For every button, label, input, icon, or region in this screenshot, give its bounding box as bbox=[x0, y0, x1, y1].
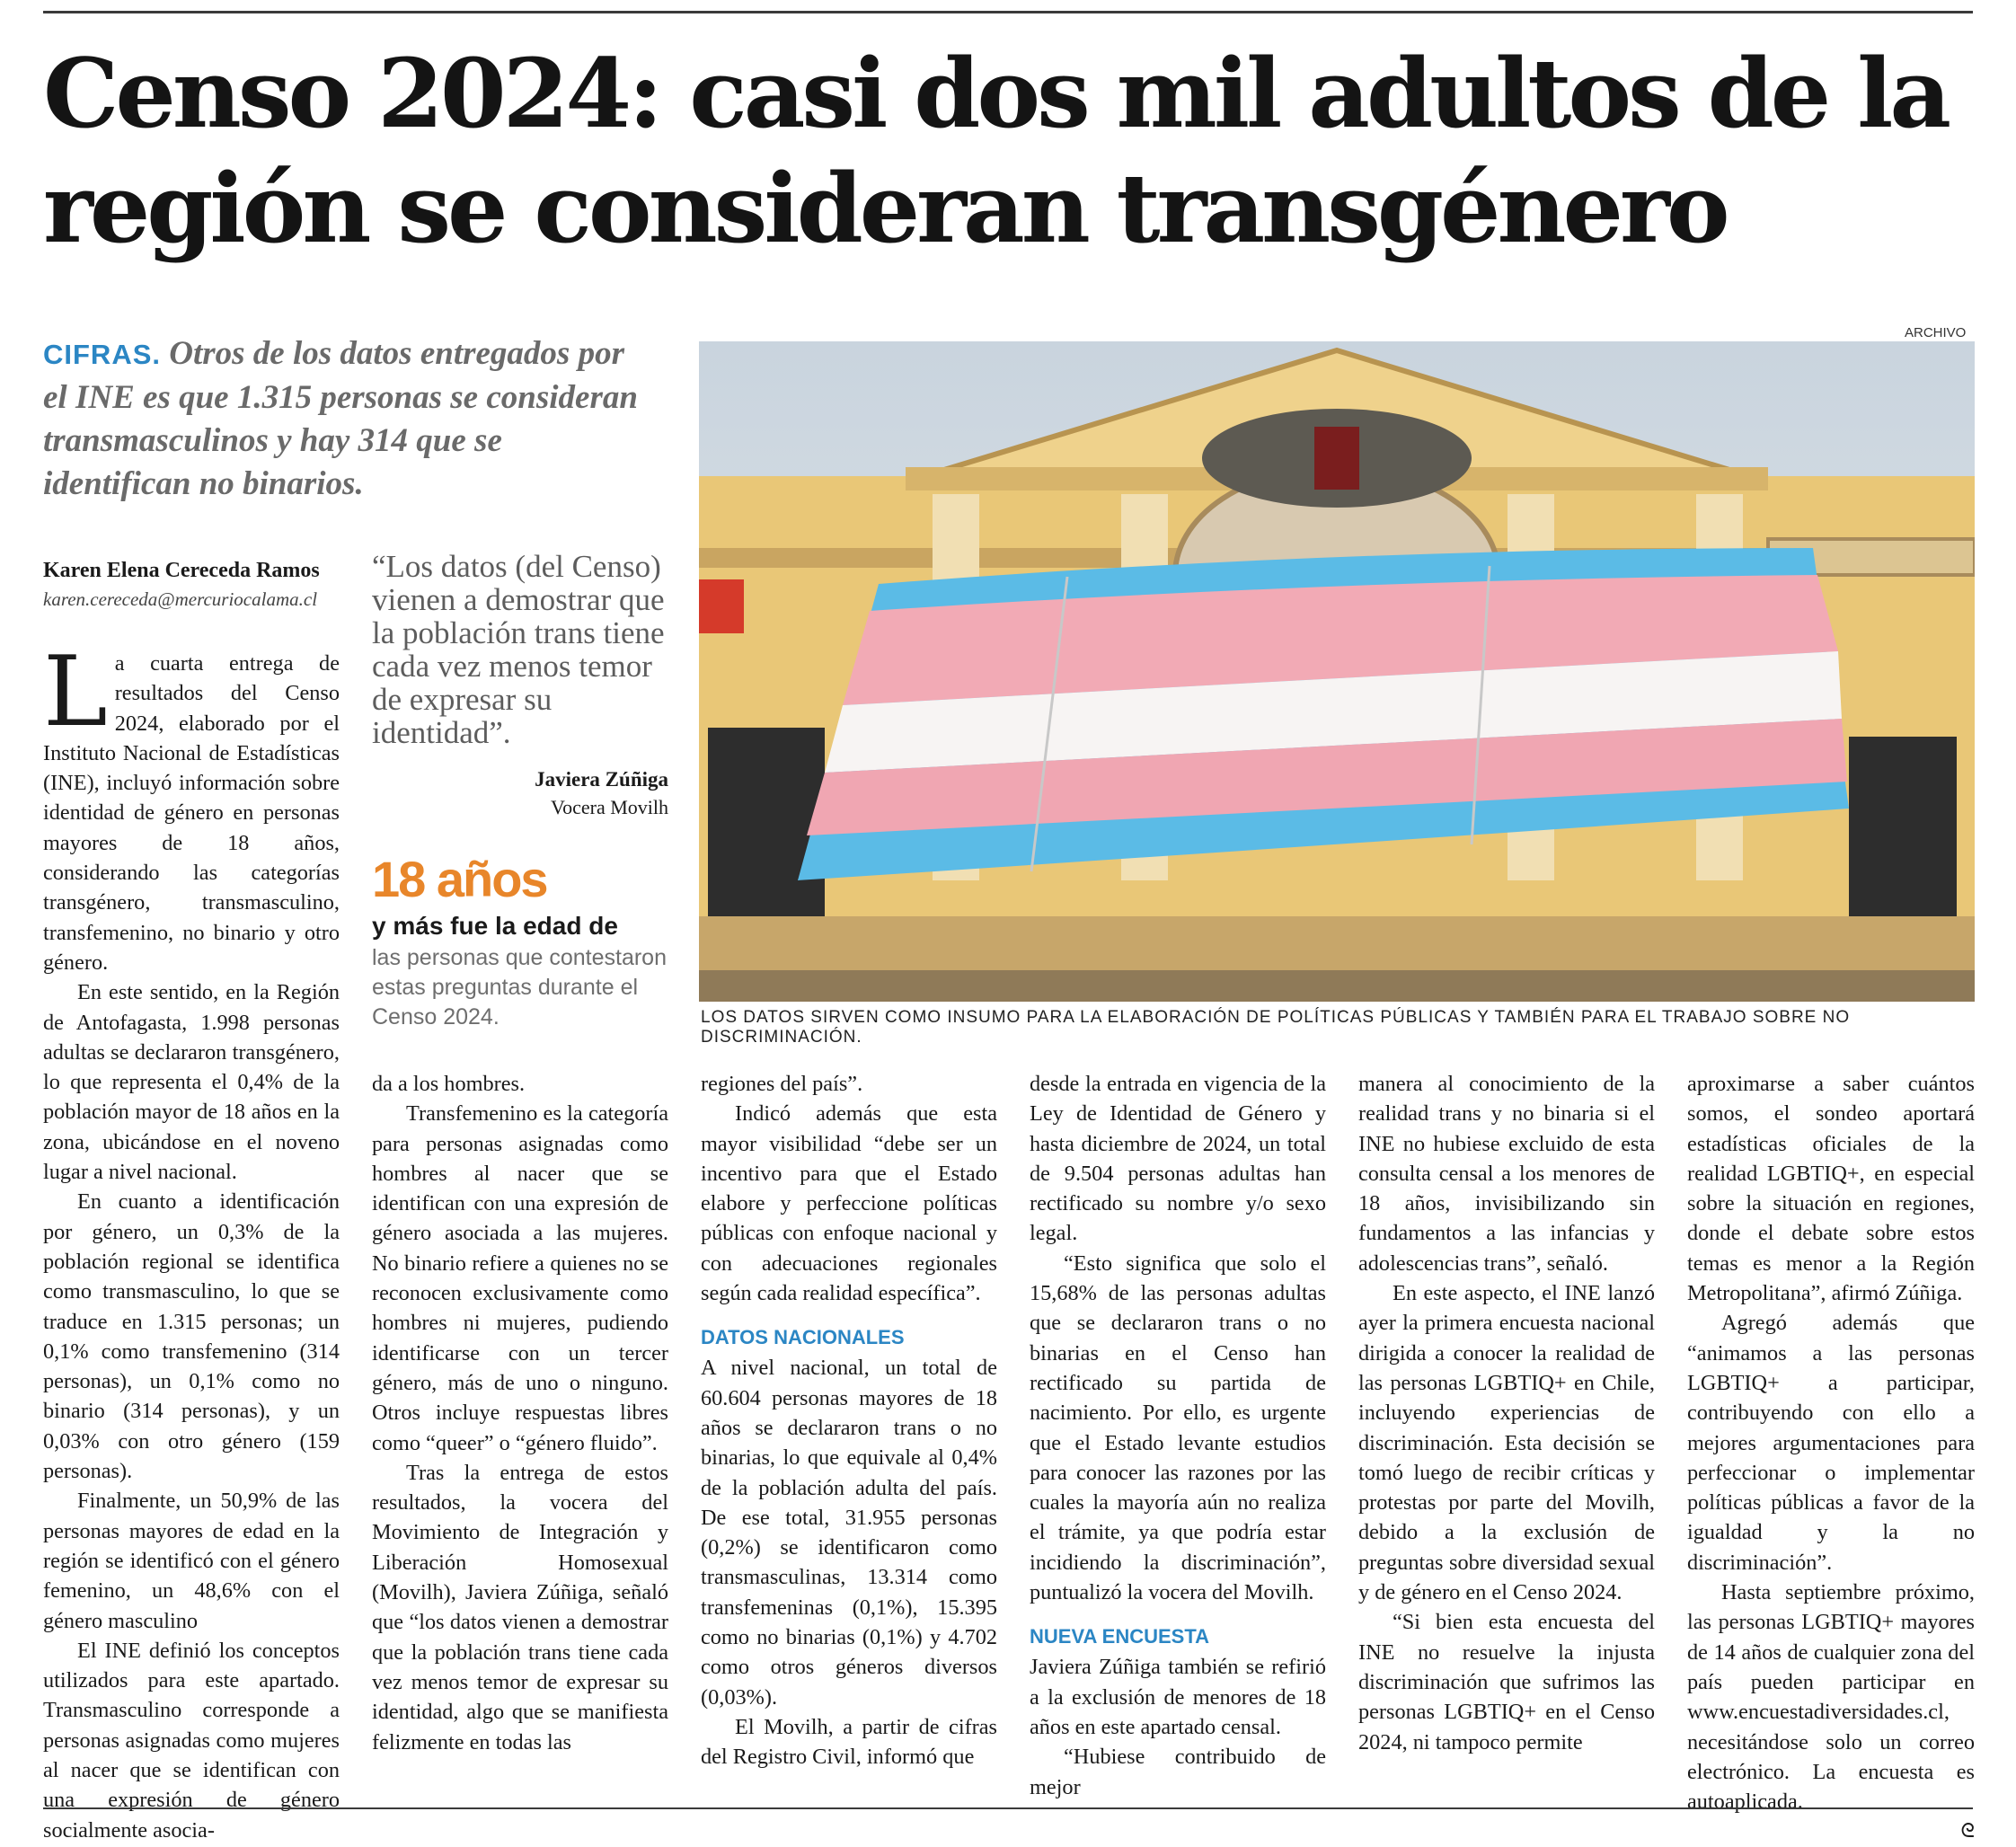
paragraph: Finalmente, un 50,9% de las personas may… bbox=[43, 1489, 340, 1633]
photo-credit: ARCHIVO bbox=[1905, 325, 1967, 340]
body-column-4: desde la entrada en vigencia de la Ley d… bbox=[1030, 1069, 1326, 1802]
stat-lead: y más fue la edad de bbox=[372, 912, 618, 940]
kicker: CIFRAS. Otros de los datos entregados po… bbox=[43, 332, 654, 506]
paragraph: Hasta septiembre próximo, las personas L… bbox=[1687, 1580, 1975, 1815]
author-email: karen.cereceda@mercuriocalama.cl bbox=[43, 588, 318, 610]
top-rule bbox=[43, 11, 1973, 13]
body-column-3: regiones del país”. Indicó además que es… bbox=[701, 1069, 997, 1772]
end-mark-icon: ᘓ bbox=[1960, 1820, 1976, 1843]
kicker-text: Otros de los datos entregados por el INE… bbox=[43, 335, 638, 502]
body-column-5: manera al conocimiento de la realidad tr… bbox=[1358, 1069, 1655, 1757]
paragraph: regiones del país”. bbox=[701, 1072, 863, 1096]
paragraph: En este aspecto, el INE lanzó ayer la pr… bbox=[1358, 1281, 1655, 1605]
stat-box: 18 años y más fue la edad de las persona… bbox=[372, 850, 668, 1032]
paragraph: Indicó además que esta mayor visibilidad… bbox=[701, 1101, 997, 1306]
paragraph: En este sentido, en la Región de Antofag… bbox=[43, 980, 340, 1185]
paragraph: En cuanto a identificación por género, u… bbox=[43, 1189, 340, 1484]
byline: Karen Elena Cereceda Ramos karen.cereced… bbox=[43, 555, 340, 613]
paragraph: “Si bien esta encuesta del INE no resuel… bbox=[1358, 1610, 1655, 1754]
photo-building-flag bbox=[699, 341, 1975, 1002]
stat-text: las personas que contestaron estas pregu… bbox=[372, 945, 667, 1030]
kicker-tag: CIFRAS. bbox=[43, 339, 161, 370]
paragraph: Agregó además que “animamos a las person… bbox=[1687, 1311, 1975, 1575]
quote-name: Javiera Zúñiga bbox=[535, 768, 668, 791]
paragraph: Tras la entrega de estos resultados, la … bbox=[372, 1460, 668, 1754]
photo-caption: LOS DATOS SIRVEN COMO INSUMO PARA LA ELA… bbox=[701, 1008, 1851, 1047]
body-column-6: aproximarse a saber cuántos somos, el so… bbox=[1687, 1069, 1975, 1847]
quote-text: “Los datos (del Censo) vienen a demostra… bbox=[372, 549, 665, 750]
paragraph: a cuarta entrega de resultados del Censo… bbox=[43, 651, 340, 975]
paragraph: da a los hombres. bbox=[372, 1072, 526, 1096]
paragraph: Javiera Zúñiga también se refirió a la e… bbox=[1030, 1655, 1326, 1739]
paragraph: El Movilh, a partir de cifras del Regist… bbox=[701, 1714, 997, 1770]
paragraph: “Esto significa que solo el 15,68% de la… bbox=[1030, 1250, 1326, 1605]
paragraph: Transfemenino es la categoría para perso… bbox=[372, 1101, 668, 1455]
subhead-nueva-encuesta: NUEVA ENCUESTA bbox=[1030, 1625, 1210, 1648]
paragraph: “Hubiese contribuido de mejor bbox=[1030, 1745, 1326, 1799]
paragraph: A nivel nacional, un total de 60.604 per… bbox=[701, 1356, 997, 1710]
body-column-2: da a los hombres. Transfemenino es la ca… bbox=[372, 1069, 668, 1757]
pull-quote: “Los datos (del Censo) vienen a demostra… bbox=[372, 550, 668, 821]
bottom-rule bbox=[43, 1807, 1973, 1809]
paragraph: aproximarse a saber cuántos somos, el so… bbox=[1687, 1072, 1975, 1306]
paragraph: desde la entrada en vigencia de la Ley d… bbox=[1030, 1072, 1326, 1246]
author-name: Karen Elena Cereceda Ramos bbox=[43, 559, 320, 582]
dropcap: L bbox=[43, 636, 108, 748]
quote-role: Vocera Movilh bbox=[551, 796, 668, 818]
stat-number: 18 años bbox=[372, 851, 549, 907]
subhead-datos-nacionales: DATOS NACIONALES bbox=[701, 1326, 905, 1349]
paragraph: manera al conocimiento de la realidad tr… bbox=[1358, 1072, 1655, 1276]
headline: Censo 2024: casi dos mil adultos de la r… bbox=[43, 37, 1951, 264]
paragraph: El INE definió los conceptos utilizados … bbox=[43, 1638, 340, 1843]
